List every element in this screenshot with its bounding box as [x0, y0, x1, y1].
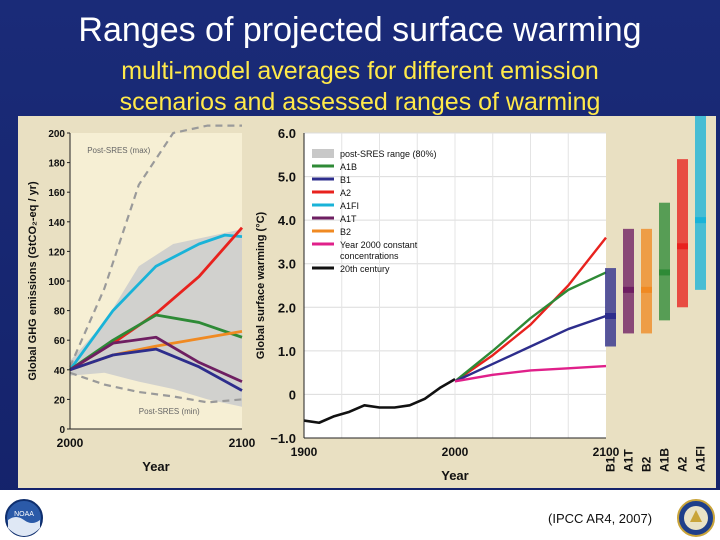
- range-bar-a1fi: [695, 116, 706, 290]
- warming-line-year-2000-constant-concentrations: [454, 364, 607, 383]
- range-best-a1b: [659, 269, 670, 276]
- right-x-axis-label: Year: [441, 468, 468, 483]
- legend-item-a1t-label: A1T: [340, 214, 357, 224]
- range-bar-label-b2: B2: [640, 456, 654, 472]
- legend-item-year-2000-constant-concentrations-label-part-1: Year 2000 constant: [340, 240, 418, 250]
- annotation-post-sres-min: Post-SRES (min): [139, 407, 200, 416]
- legend-item-b1-label: B1: [340, 175, 351, 185]
- range-bar-a1b: [659, 202, 670, 321]
- range-best-b1: [605, 313, 616, 319]
- legend-item-a1fi-label: A1FI: [340, 201, 359, 211]
- legend-item-post-sres-range-80--swatch: [312, 149, 334, 158]
- range-bar-label-a1t: A1T: [622, 449, 636, 472]
- range-bar-a1t: [623, 228, 634, 334]
- commerce-seal-logo: [677, 499, 715, 537]
- annotation-post-sres-max: Post-SRES (max): [87, 146, 150, 155]
- left-x-axis-label: Year: [142, 459, 169, 474]
- left-y-tick-label: 0: [59, 425, 65, 436]
- left-y-tick-label: 80: [54, 307, 66, 318]
- range-bar-a2: [677, 159, 688, 308]
- left-y-tick-label: 40: [54, 366, 66, 377]
- range-bar-label-a2: A2: [676, 456, 690, 472]
- right-y-tick-label: 1.0: [278, 344, 296, 359]
- emissions-line-a1b: [69, 313, 243, 371]
- legend-item-b2-label: B2: [340, 227, 351, 237]
- emissions-line-a1fi: [68, 233, 243, 371]
- left-x-tick-label: 2000: [57, 436, 84, 450]
- range-bar-b2: [641, 228, 652, 334]
- ipcc-figure: 0 20 40 60 80 100 120 140 160 180 200 2000 2100 Year G…: [18, 116, 716, 488]
- right-y-tick-label: 4.0: [278, 213, 296, 228]
- left-y-tick-label: 100: [48, 277, 65, 288]
- left-y-tick-label: 180: [48, 159, 65, 170]
- left-x-tick-label: 2100: [229, 436, 256, 450]
- right-y-tick-label: 2.0: [278, 300, 296, 315]
- right-x-tick-label: 2100: [593, 445, 620, 459]
- left-y-tick-label: 120: [48, 247, 65, 258]
- range-best-a1t: [623, 286, 634, 293]
- footer-bar: [0, 490, 720, 540]
- citation-text: (IPCC AR4, 2007): [548, 511, 653, 526]
- right-x-tick-label: 2000: [442, 445, 469, 459]
- range-bar-label-a1b: A1B: [658, 448, 672, 472]
- right-y-tick-label: 3.0: [278, 257, 296, 272]
- legend-item-year-2000-constant-concentrations-label-part-2: concentrations: [340, 251, 399, 261]
- left-y-tick-label: 20: [54, 395, 66, 406]
- right-y-tick-label: −1.0: [270, 431, 296, 446]
- emissions-line-b1: [69, 347, 243, 392]
- range-best-a1fi: [695, 217, 706, 224]
- subtitle-line-2: scenarios and assessed ranges of warming: [119, 88, 601, 116]
- left-y-tick-label: 140: [48, 218, 65, 229]
- legend-item-a2-label: A2: [340, 188, 351, 198]
- right-y-axis-label: Global surface warming (°C): [255, 211, 267, 359]
- slide-title: Ranges of projected surface warming: [78, 11, 642, 49]
- post-sres-dashed-line-1: [69, 371, 243, 404]
- noaa-logo: NOAA: [5, 499, 43, 537]
- left-y-axis-label: Global GHG emissions (GtCO₂-eq / yr): [27, 181, 39, 381]
- warming-line-20th-century: [303, 378, 456, 425]
- left-y-tick-label: 200: [48, 129, 65, 140]
- slide-subtitle: multi-model averages for different emiss…: [40, 56, 680, 118]
- warming-line-a2: [454, 236, 607, 383]
- right-y-tick-label: 5.0: [278, 170, 296, 185]
- right-y-tick-label: 0: [289, 387, 296, 402]
- legend-item-20th-century-label: 20th century: [340, 264, 390, 274]
- left-y-tick-label: 60: [54, 336, 66, 347]
- range-bar-b1: [605, 268, 616, 347]
- range-best-a2: [677, 243, 688, 250]
- emissions-line-a1t: [69, 335, 243, 383]
- range-bar-label-b1: B1: [604, 456, 618, 472]
- warming-line-b1: [454, 314, 607, 383]
- right-x-tick-label: 1900: [291, 445, 318, 459]
- range-bar-label-a1fi: A1FI: [694, 446, 708, 472]
- right-y-tick-label: 6.0: [278, 126, 296, 141]
- noaa-logo-text: NOAA: [14, 511, 34, 518]
- subtitle-line-1: multi-model averages for different emiss…: [121, 57, 599, 85]
- legend-item-post-sres-range-80--label: post-SRES range (80%): [340, 149, 437, 159]
- left-y-tick-label: 160: [48, 188, 65, 199]
- range-best-b2: [641, 286, 652, 293]
- warming-line-a1b: [454, 271, 607, 383]
- legend-item-a1b-label: A1B: [340, 162, 357, 172]
